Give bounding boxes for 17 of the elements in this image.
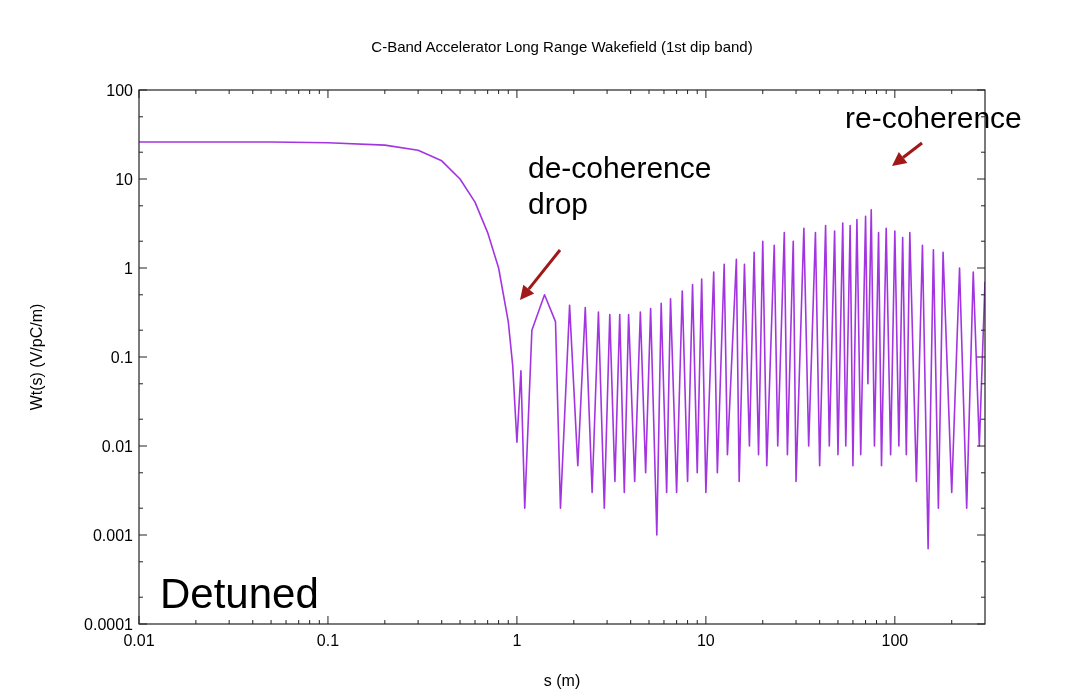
annotation: Detuned	[160, 570, 319, 617]
y-tick-label: 0.1	[110, 349, 134, 366]
annotation: re-coherence	[845, 101, 1022, 134]
y-tick-label: 0.01	[101, 438, 134, 455]
chart-title: C-Band Accelerator Long Range Wakefield (1st dip band)	[371, 38, 753, 55]
x-axis-title: s (m)	[543, 672, 581, 689]
y-tick-label: 100	[106, 82, 134, 99]
x-tick-label: 10	[696, 632, 715, 649]
y-axis-title: Wt(s) (V/pC/m)	[28, 303, 45, 411]
annotation: de-coherence drop	[528, 151, 712, 220]
y-tick-label: 10	[115, 171, 134, 188]
x-tick-label: 0.1	[316, 632, 340, 649]
x-tick-label: 100	[881, 632, 909, 649]
y-tick-label: 1	[124, 260, 134, 277]
y-tick-label: 0.001	[92, 527, 134, 544]
x-tick-label: 1	[512, 632, 522, 649]
y-tick-label: 0.0001	[84, 616, 134, 633]
